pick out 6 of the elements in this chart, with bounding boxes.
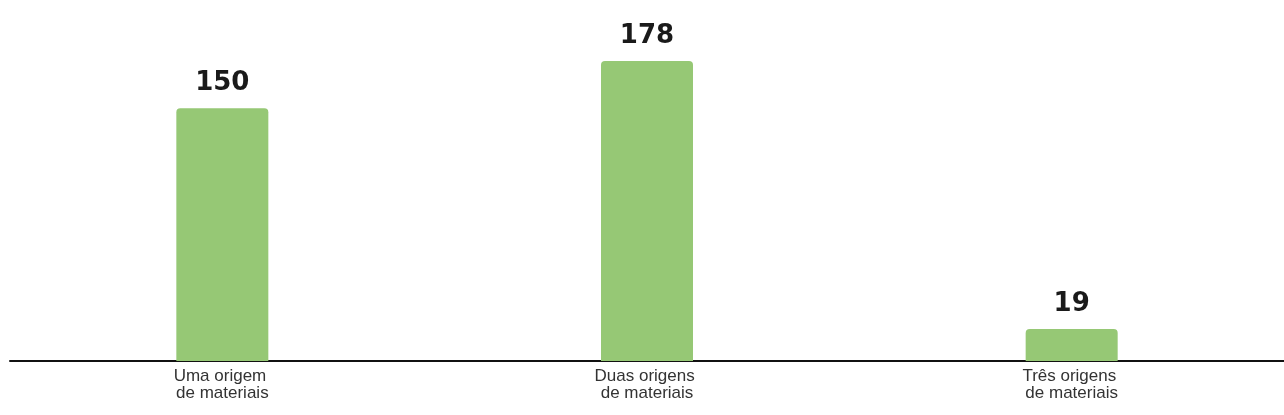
x-tick-label: Uma origem de materiais — [173, 366, 271, 402]
data-label: 178 — [619, 19, 675, 50]
data-label: 150 — [195, 66, 250, 97]
x-tick-label: Duas origens de materiais — [594, 366, 700, 402]
data-label: 19 — [1053, 286, 1090, 317]
x-tick-label: Três origens de materiais — [1022, 366, 1121, 402]
